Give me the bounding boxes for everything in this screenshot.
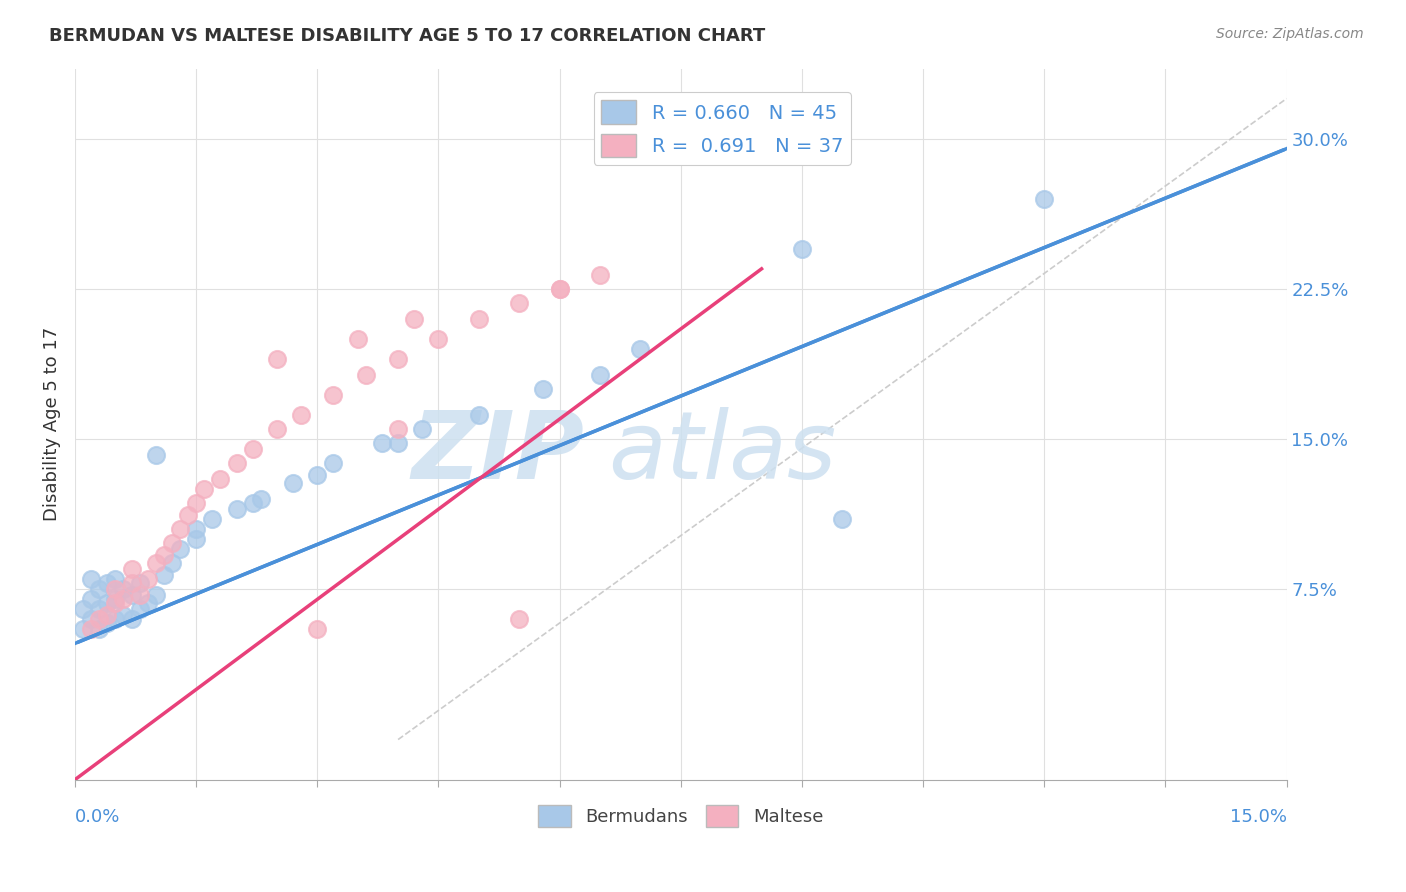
- Point: [96, 596, 118, 610]
- Point: [242, 442, 264, 456]
- Point: [104, 572, 127, 586]
- Point: [80, 623, 103, 637]
- Point: [628, 342, 651, 356]
- Point: [104, 582, 127, 597]
- Point: [89, 612, 111, 626]
- Point: [508, 612, 530, 626]
- Point: [128, 602, 150, 616]
- Point: [153, 548, 176, 562]
- Point: [121, 576, 143, 591]
- Point: [346, 332, 368, 346]
- Point: [290, 408, 312, 422]
- Point: [242, 496, 264, 510]
- Point: [160, 536, 183, 550]
- Point: [548, 282, 571, 296]
- Point: [169, 522, 191, 536]
- Point: [387, 436, 409, 450]
- Legend: Bermudans, Maltese: Bermudans, Maltese: [531, 798, 831, 835]
- Point: [266, 422, 288, 436]
- Point: [411, 422, 433, 436]
- Point: [225, 456, 247, 470]
- Point: [80, 612, 103, 626]
- Point: [831, 512, 853, 526]
- Point: [322, 388, 344, 402]
- Point: [169, 542, 191, 557]
- Point: [307, 623, 329, 637]
- Point: [307, 468, 329, 483]
- Point: [266, 351, 288, 366]
- Text: ZIP: ZIP: [411, 407, 583, 499]
- Point: [508, 296, 530, 310]
- Point: [112, 608, 135, 623]
- Point: [186, 533, 208, 547]
- Point: [209, 472, 232, 486]
- Point: [104, 612, 127, 626]
- Point: [128, 588, 150, 602]
- Point: [112, 582, 135, 597]
- Point: [193, 482, 215, 496]
- Point: [128, 576, 150, 591]
- Point: [468, 312, 491, 326]
- Y-axis label: Disability Age 5 to 17: Disability Age 5 to 17: [44, 327, 60, 521]
- Point: [112, 592, 135, 607]
- Point: [533, 382, 555, 396]
- Point: [121, 612, 143, 626]
- Point: [249, 492, 271, 507]
- Point: [72, 602, 94, 616]
- Point: [96, 576, 118, 591]
- Text: BERMUDAN VS MALTESE DISABILITY AGE 5 TO 17 CORRELATION CHART: BERMUDAN VS MALTESE DISABILITY AGE 5 TO …: [49, 27, 765, 45]
- Text: atlas: atlas: [609, 407, 837, 498]
- Text: 15.0%: 15.0%: [1230, 808, 1286, 826]
- Point: [404, 312, 426, 326]
- Point: [72, 623, 94, 637]
- Point: [121, 562, 143, 576]
- Point: [186, 496, 208, 510]
- Point: [136, 572, 159, 586]
- Point: [281, 476, 304, 491]
- Point: [354, 368, 377, 382]
- Point: [387, 351, 409, 366]
- Point: [186, 522, 208, 536]
- Point: [145, 448, 167, 462]
- Point: [145, 556, 167, 570]
- Point: [790, 242, 813, 256]
- Point: [548, 282, 571, 296]
- Point: [322, 456, 344, 470]
- Point: [153, 568, 176, 582]
- Point: [427, 332, 450, 346]
- Point: [589, 268, 612, 282]
- Point: [387, 422, 409, 436]
- Point: [371, 436, 394, 450]
- Point: [468, 408, 491, 422]
- Point: [89, 602, 111, 616]
- Point: [89, 623, 111, 637]
- Point: [201, 512, 224, 526]
- Point: [136, 596, 159, 610]
- Point: [89, 582, 111, 597]
- Text: Source: ZipAtlas.com: Source: ZipAtlas.com: [1216, 27, 1364, 41]
- Point: [96, 608, 118, 623]
- Point: [589, 368, 612, 382]
- Point: [145, 588, 167, 602]
- Text: 0.0%: 0.0%: [75, 808, 121, 826]
- Point: [225, 502, 247, 516]
- Point: [1033, 192, 1056, 206]
- Point: [96, 616, 118, 631]
- Point: [80, 592, 103, 607]
- Point: [80, 572, 103, 586]
- Point: [104, 596, 127, 610]
- Point: [177, 508, 200, 523]
- Point: [121, 588, 143, 602]
- Point: [104, 592, 127, 607]
- Point: [160, 556, 183, 570]
